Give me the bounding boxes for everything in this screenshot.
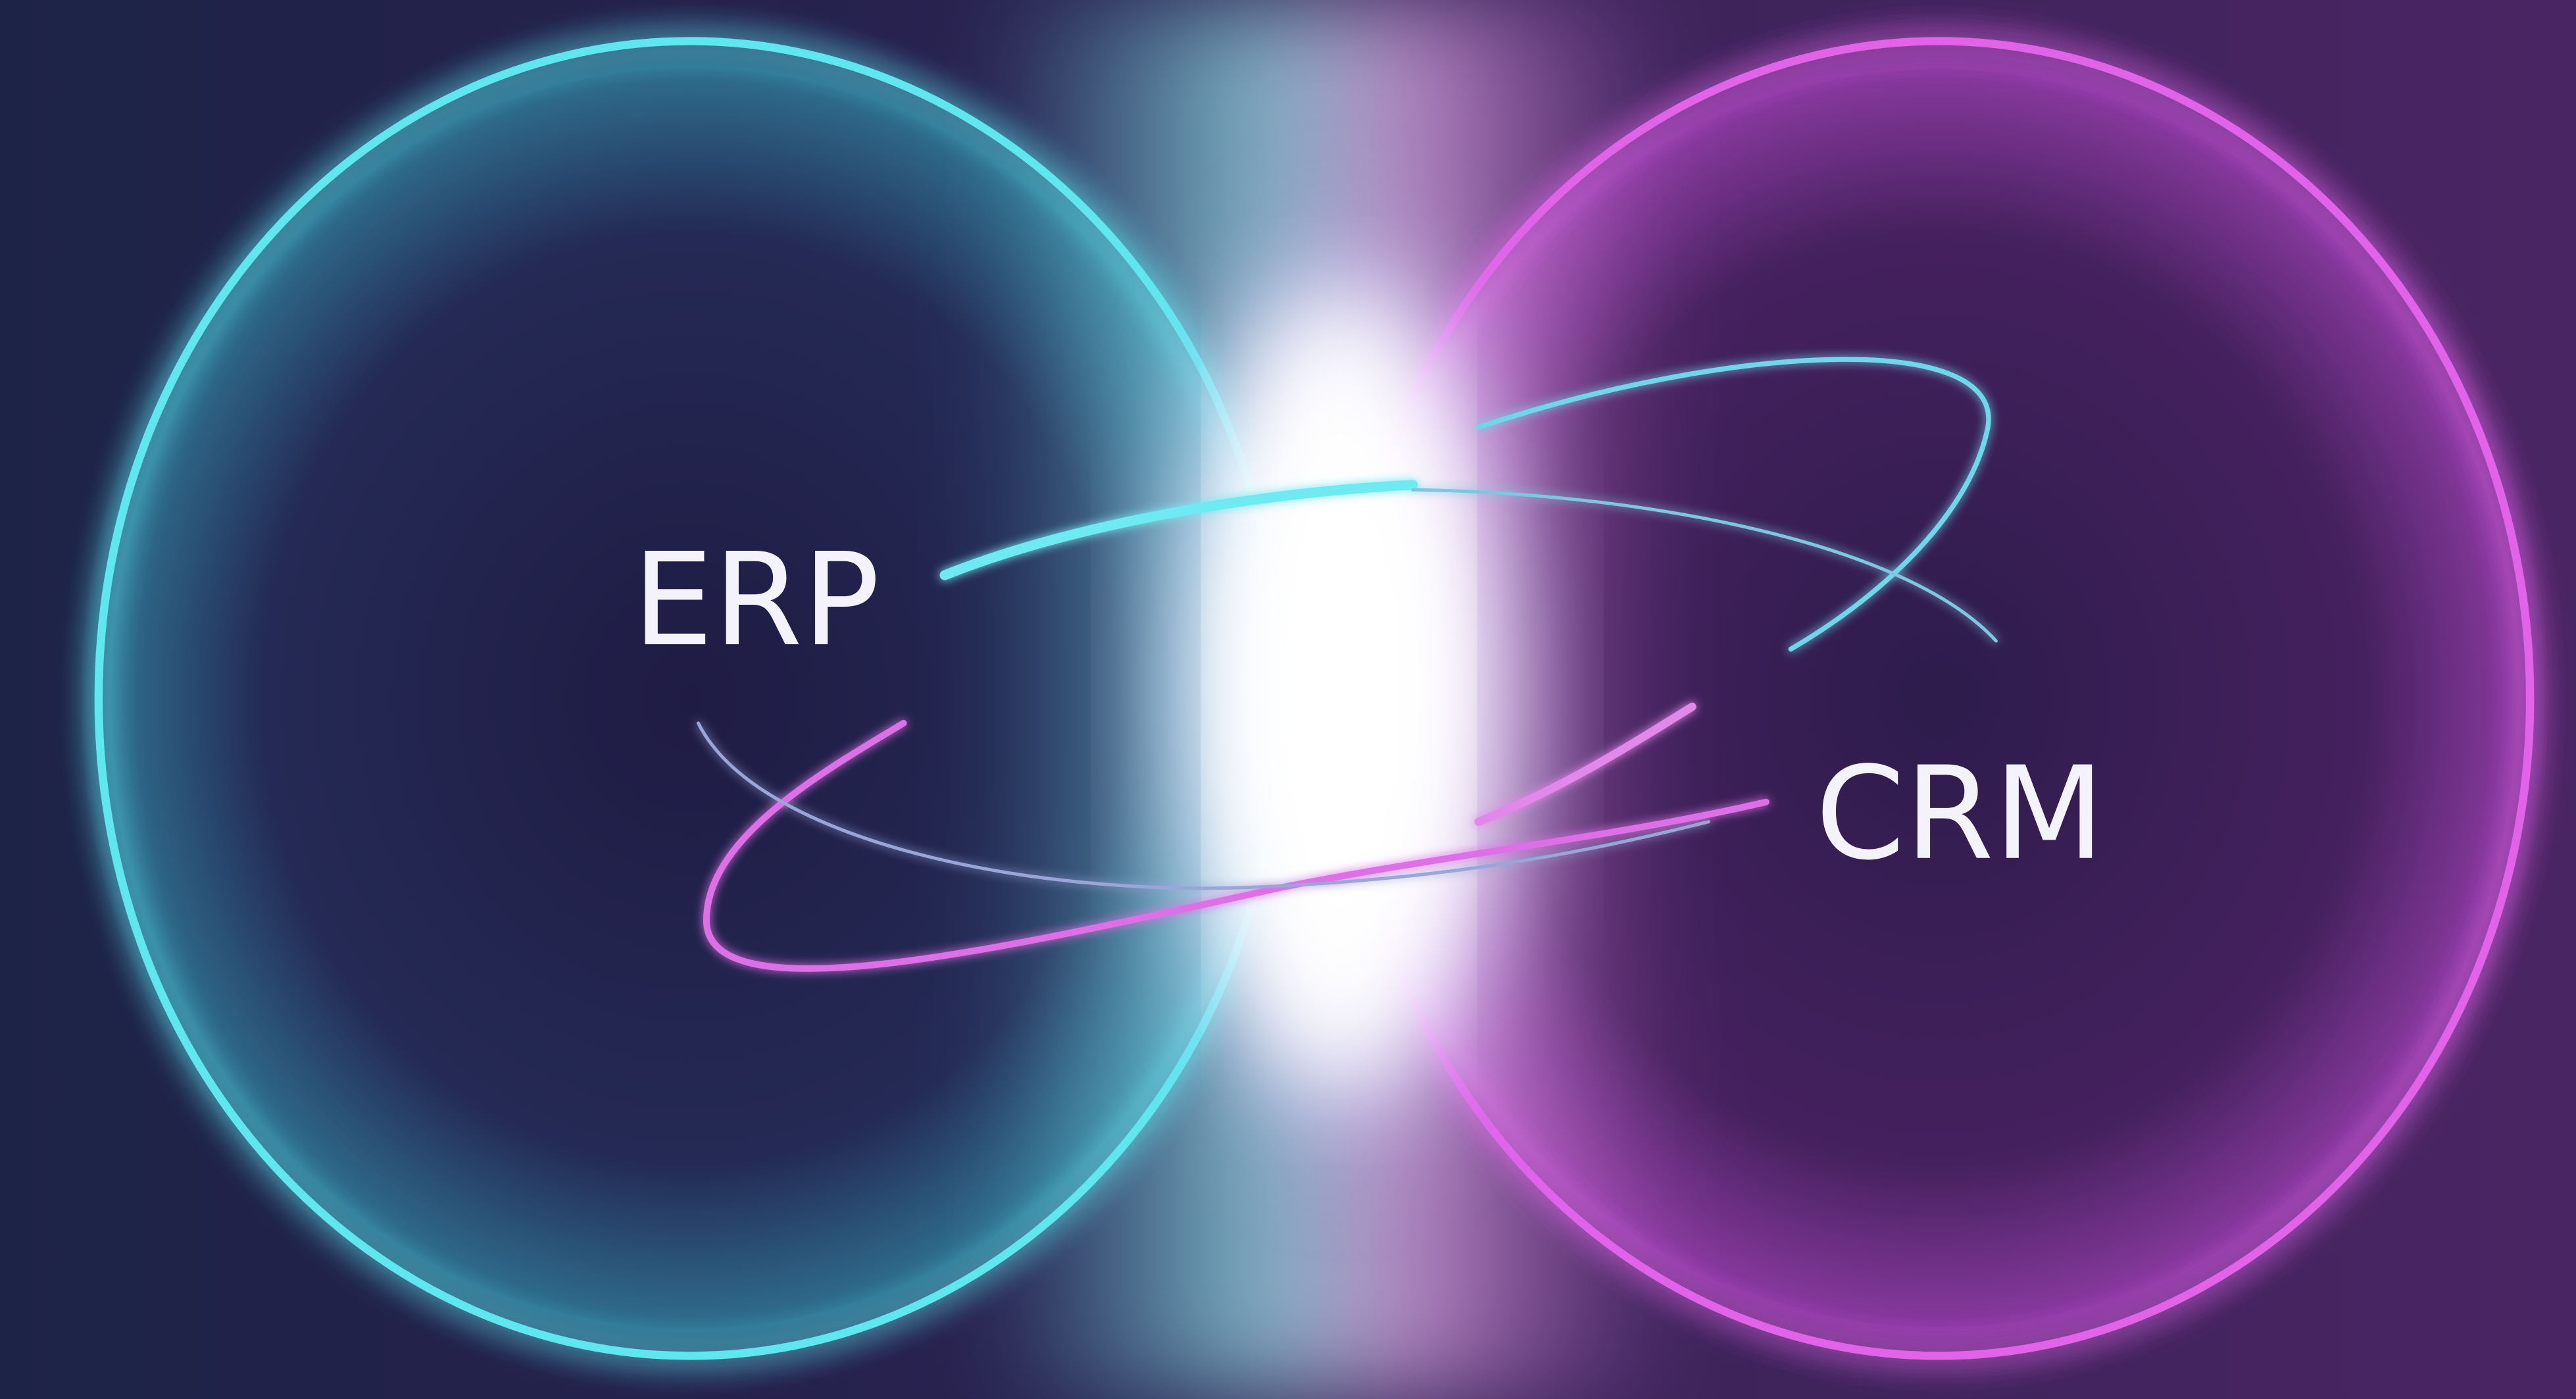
magenta-orbit	[703, 719, 1770, 972]
crm-label: CRM	[1816, 739, 2104, 888]
cyan-orbit	[1476, 357, 1991, 652]
erp-label: ERP	[633, 525, 880, 674]
thin-orbit	[696, 721, 1710, 890]
cyan-streak	[939, 480, 1418, 580]
orbits	[696, 357, 1998, 972]
core-bright	[1224, 295, 1454, 1085]
magenta-streak	[1474, 702, 1697, 826]
artwork: ERP CRM	[78, 0, 2550, 1399]
cyan-orbit-thin	[1411, 488, 1998, 643]
